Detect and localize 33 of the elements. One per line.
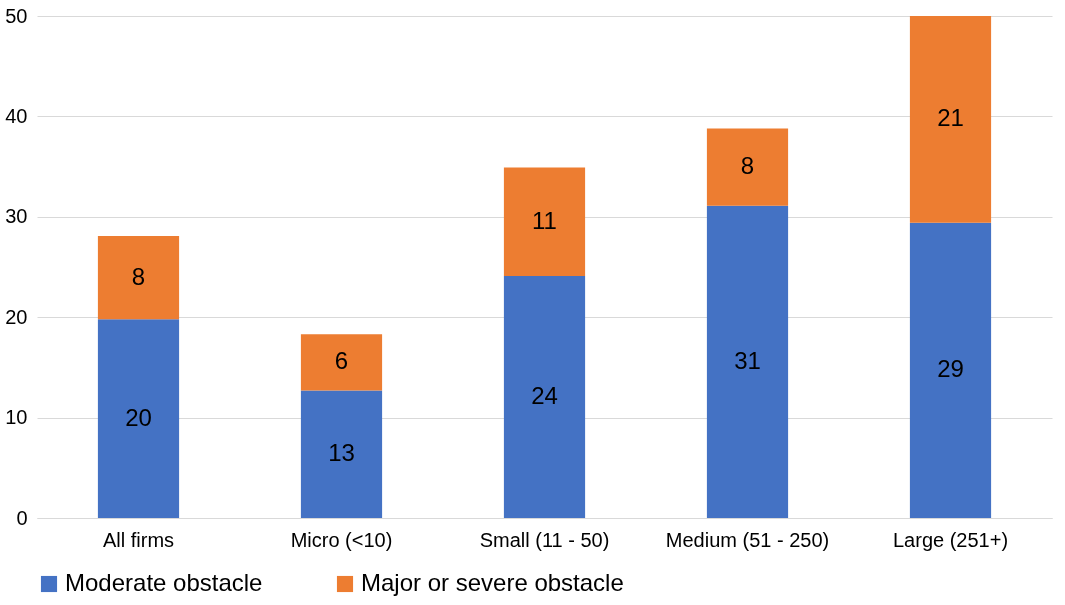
- bar: [706, 128, 789, 206]
- data-label: 6: [334, 347, 349, 375]
- bar: [97, 319, 180, 518]
- x-tick-label: Large (251+): [892, 528, 1009, 551]
- data-label: 20: [125, 403, 152, 431]
- y-tick-label: 30: [5, 205, 28, 228]
- data-label: 21: [937, 104, 964, 132]
- y-tick-label: 0: [16, 506, 28, 529]
- data-label: 8: [131, 262, 146, 290]
- bar: [909, 16, 992, 223]
- data-label: 29: [937, 355, 964, 383]
- x-tick-label: Medium (51 - 250): [665, 528, 830, 551]
- x-tick-label: All firms: [102, 528, 175, 551]
- bar: [909, 222, 992, 518]
- data-label: 13: [328, 439, 355, 467]
- legend-label: Major or severe obstacle: [361, 569, 624, 596]
- legend-label: Moderate obstacle: [65, 569, 263, 596]
- bar: [706, 205, 789, 518]
- data-label: 31: [734, 346, 761, 374]
- bar: [300, 390, 383, 518]
- y-tick-label: 50: [5, 4, 28, 27]
- y-tick-label: 10: [5, 406, 28, 429]
- y-tick-label: 20: [5, 305, 28, 328]
- x-tick-label: Small (11 - 50): [479, 528, 610, 551]
- data-label: 8: [740, 152, 755, 180]
- x-tick-label: Micro (<10): [290, 528, 393, 551]
- bar: [503, 276, 586, 518]
- y-tick-label: 40: [5, 104, 28, 127]
- data-label: 24: [531, 382, 558, 410]
- data-label: 11: [532, 206, 557, 234]
- bar: [503, 167, 586, 277]
- bar: [300, 334, 383, 391]
- bar: [97, 235, 180, 320]
